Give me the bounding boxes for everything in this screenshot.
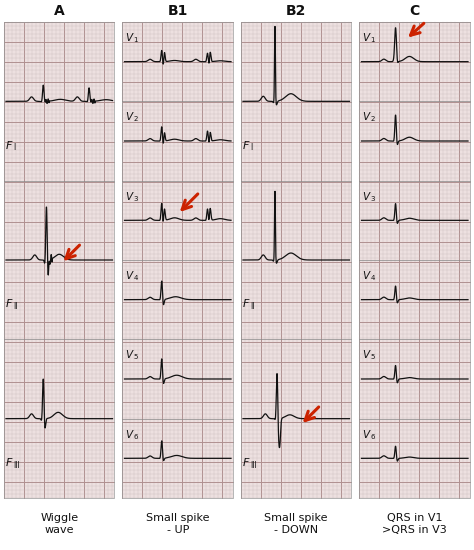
Bar [359,22,470,498]
Text: V: V [126,112,133,122]
Text: B2: B2 [286,4,306,18]
Text: V: V [126,191,133,201]
Text: V: V [363,430,370,439]
Text: V: V [363,271,370,281]
Text: 4: 4 [134,275,138,281]
Text: V: V [363,112,370,122]
Text: 4: 4 [371,275,375,281]
Bar [4,22,115,498]
Text: Small spike
- DOWN: Small spike - DOWN [264,513,328,535]
Text: B1: B1 [168,4,188,18]
Text: Wiggle
wave: Wiggle wave [40,513,78,535]
Text: 3: 3 [134,196,138,201]
Text: F: F [6,141,12,151]
Text: 1: 1 [134,37,138,43]
Text: 5: 5 [134,354,138,360]
Text: V: V [363,191,370,201]
Text: F: F [243,141,249,151]
Text: C: C [410,4,420,18]
Text: 2: 2 [371,116,375,122]
Text: V: V [126,350,133,360]
Text: 6: 6 [134,433,138,439]
Text: V: V [363,350,370,360]
Bar [359,22,470,498]
Text: II: II [13,302,18,311]
Text: F: F [243,299,249,310]
Text: I: I [250,143,252,152]
Bar [122,22,233,498]
Bar [241,22,352,498]
Text: V: V [363,33,370,43]
Text: 6: 6 [371,433,375,439]
Text: F: F [6,299,12,310]
Bar [4,22,115,498]
Text: II: II [250,302,255,311]
Text: III: III [250,460,257,470]
Text: V: V [126,430,133,439]
Text: V: V [126,33,133,43]
Text: 2: 2 [134,116,138,122]
Text: III: III [13,460,20,470]
Bar [241,22,352,498]
Text: I: I [13,143,15,152]
Text: 5: 5 [371,354,375,360]
Text: F: F [6,458,12,468]
Text: 3: 3 [371,196,375,201]
Bar [122,22,233,498]
Text: Small spike
- UP: Small spike - UP [146,513,210,535]
Text: 1: 1 [371,37,375,43]
Text: QRS in V1
>QRS in V3: QRS in V1 >QRS in V3 [383,513,447,535]
Text: F: F [243,458,249,468]
Text: A: A [54,4,64,18]
Text: V: V [126,271,133,281]
